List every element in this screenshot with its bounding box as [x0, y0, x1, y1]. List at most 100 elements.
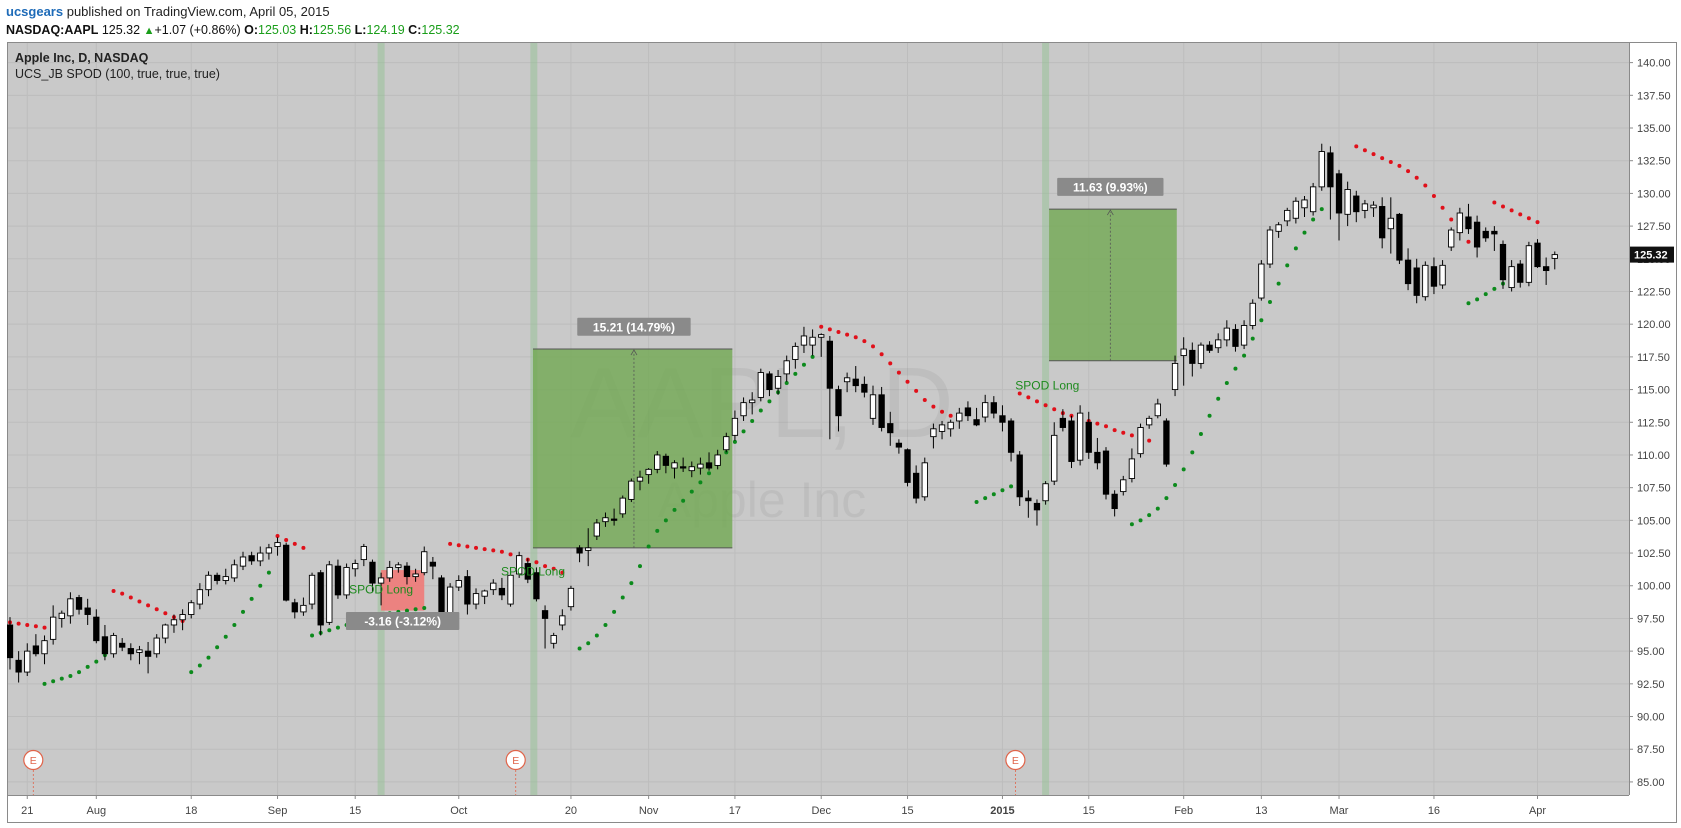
candle-body-down[interactable]: [1499, 243, 1507, 281]
candle-body-up[interactable]: [602, 517, 609, 523]
indicator-label[interactable]: UCS_JB SPOD (100, true, true, true): [15, 67, 220, 81]
candle-body-down[interactable]: [1542, 266, 1550, 272]
candle-body-up[interactable]: [1361, 203, 1369, 211]
candle[interactable]: [283, 542, 290, 602]
candle-body-up[interactable]: [1301, 199, 1308, 209]
candle-body-up[interactable]: [723, 436, 730, 451]
candle[interactable]: [1068, 415, 1075, 469]
candle-body-up[interactable]: [308, 574, 316, 605]
candle[interactable]: [809, 329, 816, 356]
candle[interactable]: [110, 632, 117, 658]
candle-body-down[interactable]: [1059, 417, 1067, 428]
candle[interactable]: [248, 551, 255, 565]
candle-body-up[interactable]: [783, 360, 790, 375]
candle[interactable]: [1361, 199, 1369, 219]
candle[interactable]: [429, 556, 437, 580]
candle[interactable]: [377, 572, 385, 606]
candle[interactable]: [257, 546, 264, 567]
candle[interactable]: [956, 407, 963, 429]
candle-body-down[interactable]: [283, 544, 290, 601]
candle[interactable]: [1249, 299, 1256, 330]
candle[interactable]: [144, 641, 152, 674]
candle[interactable]: [610, 508, 618, 526]
candle[interactable]: [645, 468, 652, 484]
candle-body-up[interactable]: [843, 377, 851, 383]
candle[interactable]: [50, 605, 57, 645]
candle-body-up[interactable]: [352, 563, 359, 570]
candle-body-down[interactable]: [826, 340, 834, 389]
candle[interactable]: [1353, 190, 1360, 223]
candle[interactable]: [1146, 415, 1153, 429]
earnings-marker-icon[interactable]: [1005, 749, 1026, 771]
candle[interactable]: [1465, 203, 1472, 234]
candle[interactable]: [1430, 257, 1438, 295]
candle[interactable]: [766, 371, 773, 397]
candle[interactable]: [1370, 201, 1377, 217]
candle-body-up[interactable]: [1042, 483, 1049, 502]
candle[interactable]: [1344, 181, 1351, 227]
candle-body-up[interactable]: [421, 551, 428, 574]
candle-body-down[interactable]: [835, 389, 842, 417]
candle-body-up[interactable]: [274, 542, 281, 547]
candle[interactable]: [947, 419, 954, 437]
candle[interactable]: [1534, 239, 1541, 268]
candle-body-down[interactable]: [610, 518, 618, 521]
candle[interactable]: [455, 575, 462, 591]
candle[interactable]: [1120, 475, 1127, 496]
candle-body-up[interactable]: [153, 637, 160, 655]
candle[interactable]: [636, 470, 644, 491]
candle[interactable]: [1439, 260, 1446, 289]
candle-body-down[interactable]: [1396, 213, 1403, 261]
candle-body-down[interactable]: [1353, 195, 1360, 213]
candle[interactable]: [602, 512, 609, 527]
candle-body-down[interactable]: [679, 466, 687, 469]
candle[interactable]: [481, 589, 488, 605]
candle-body-up[interactable]: [1309, 186, 1317, 213]
candle-body-down[interactable]: [541, 610, 549, 619]
candle[interactable]: [1456, 207, 1463, 241]
candle[interactable]: [904, 448, 911, 487]
candle[interactable]: [1189, 342, 1196, 377]
candle[interactable]: [1171, 355, 1179, 397]
candle[interactable]: [913, 465, 920, 504]
candle-body-up[interactable]: [41, 640, 48, 655]
candle-body-up[interactable]: [1422, 264, 1429, 298]
candle[interactable]: [792, 342, 799, 369]
candle-body-up[interactable]: [1051, 434, 1058, 482]
candle-body-up[interactable]: [1258, 263, 1265, 299]
candle-body-up[interactable]: [731, 417, 739, 436]
candle-body-up[interactable]: [628, 480, 635, 500]
candle-body-up[interactable]: [1180, 348, 1187, 357]
candle[interactable]: [369, 559, 376, 593]
candle-body-up[interactable]: [818, 334, 825, 338]
candle[interactable]: [783, 355, 790, 382]
candle[interactable]: [861, 376, 868, 398]
time-axis[interactable]: 21 Aug 18 Sep 15 Oct 20 Nov 17 Dec 15 2015 15 Feb 13 Ma…: [21, 795, 1546, 817]
candles[interactable]: [6, 143, 1558, 683]
candle-body-up[interactable]: [1456, 212, 1463, 234]
candle[interactable]: [15, 651, 22, 683]
candle[interactable]: [662, 453, 670, 474]
candle[interactable]: [1232, 324, 1239, 352]
candle[interactable]: [421, 546, 428, 576]
candle-body-up[interactable]: [809, 336, 816, 346]
candle[interactable]: [1542, 257, 1550, 285]
candle[interactable]: [352, 559, 359, 577]
candle[interactable]: [524, 558, 531, 584]
candle-body-down[interactable]: [1206, 344, 1213, 351]
candle-body-down[interactable]: [1465, 216, 1472, 230]
candle-body-down[interactable]: [144, 650, 152, 657]
candle[interactable]: [41, 635, 48, 665]
candle[interactable]: [843, 372, 851, 393]
candle-body-down[interactable]: [705, 462, 713, 469]
candle[interactable]: [1404, 248, 1412, 291]
candle[interactable]: [774, 369, 782, 395]
candle[interactable]: [938, 420, 946, 440]
candle[interactable]: [386, 560, 393, 582]
candle-body-up[interactable]: [1448, 229, 1455, 248]
candle-body-up[interactable]: [869, 394, 877, 419]
candle-body-up[interactable]: [490, 582, 497, 591]
candle-body-up[interactable]: [516, 555, 523, 575]
candle[interactable]: [1223, 320, 1230, 347]
